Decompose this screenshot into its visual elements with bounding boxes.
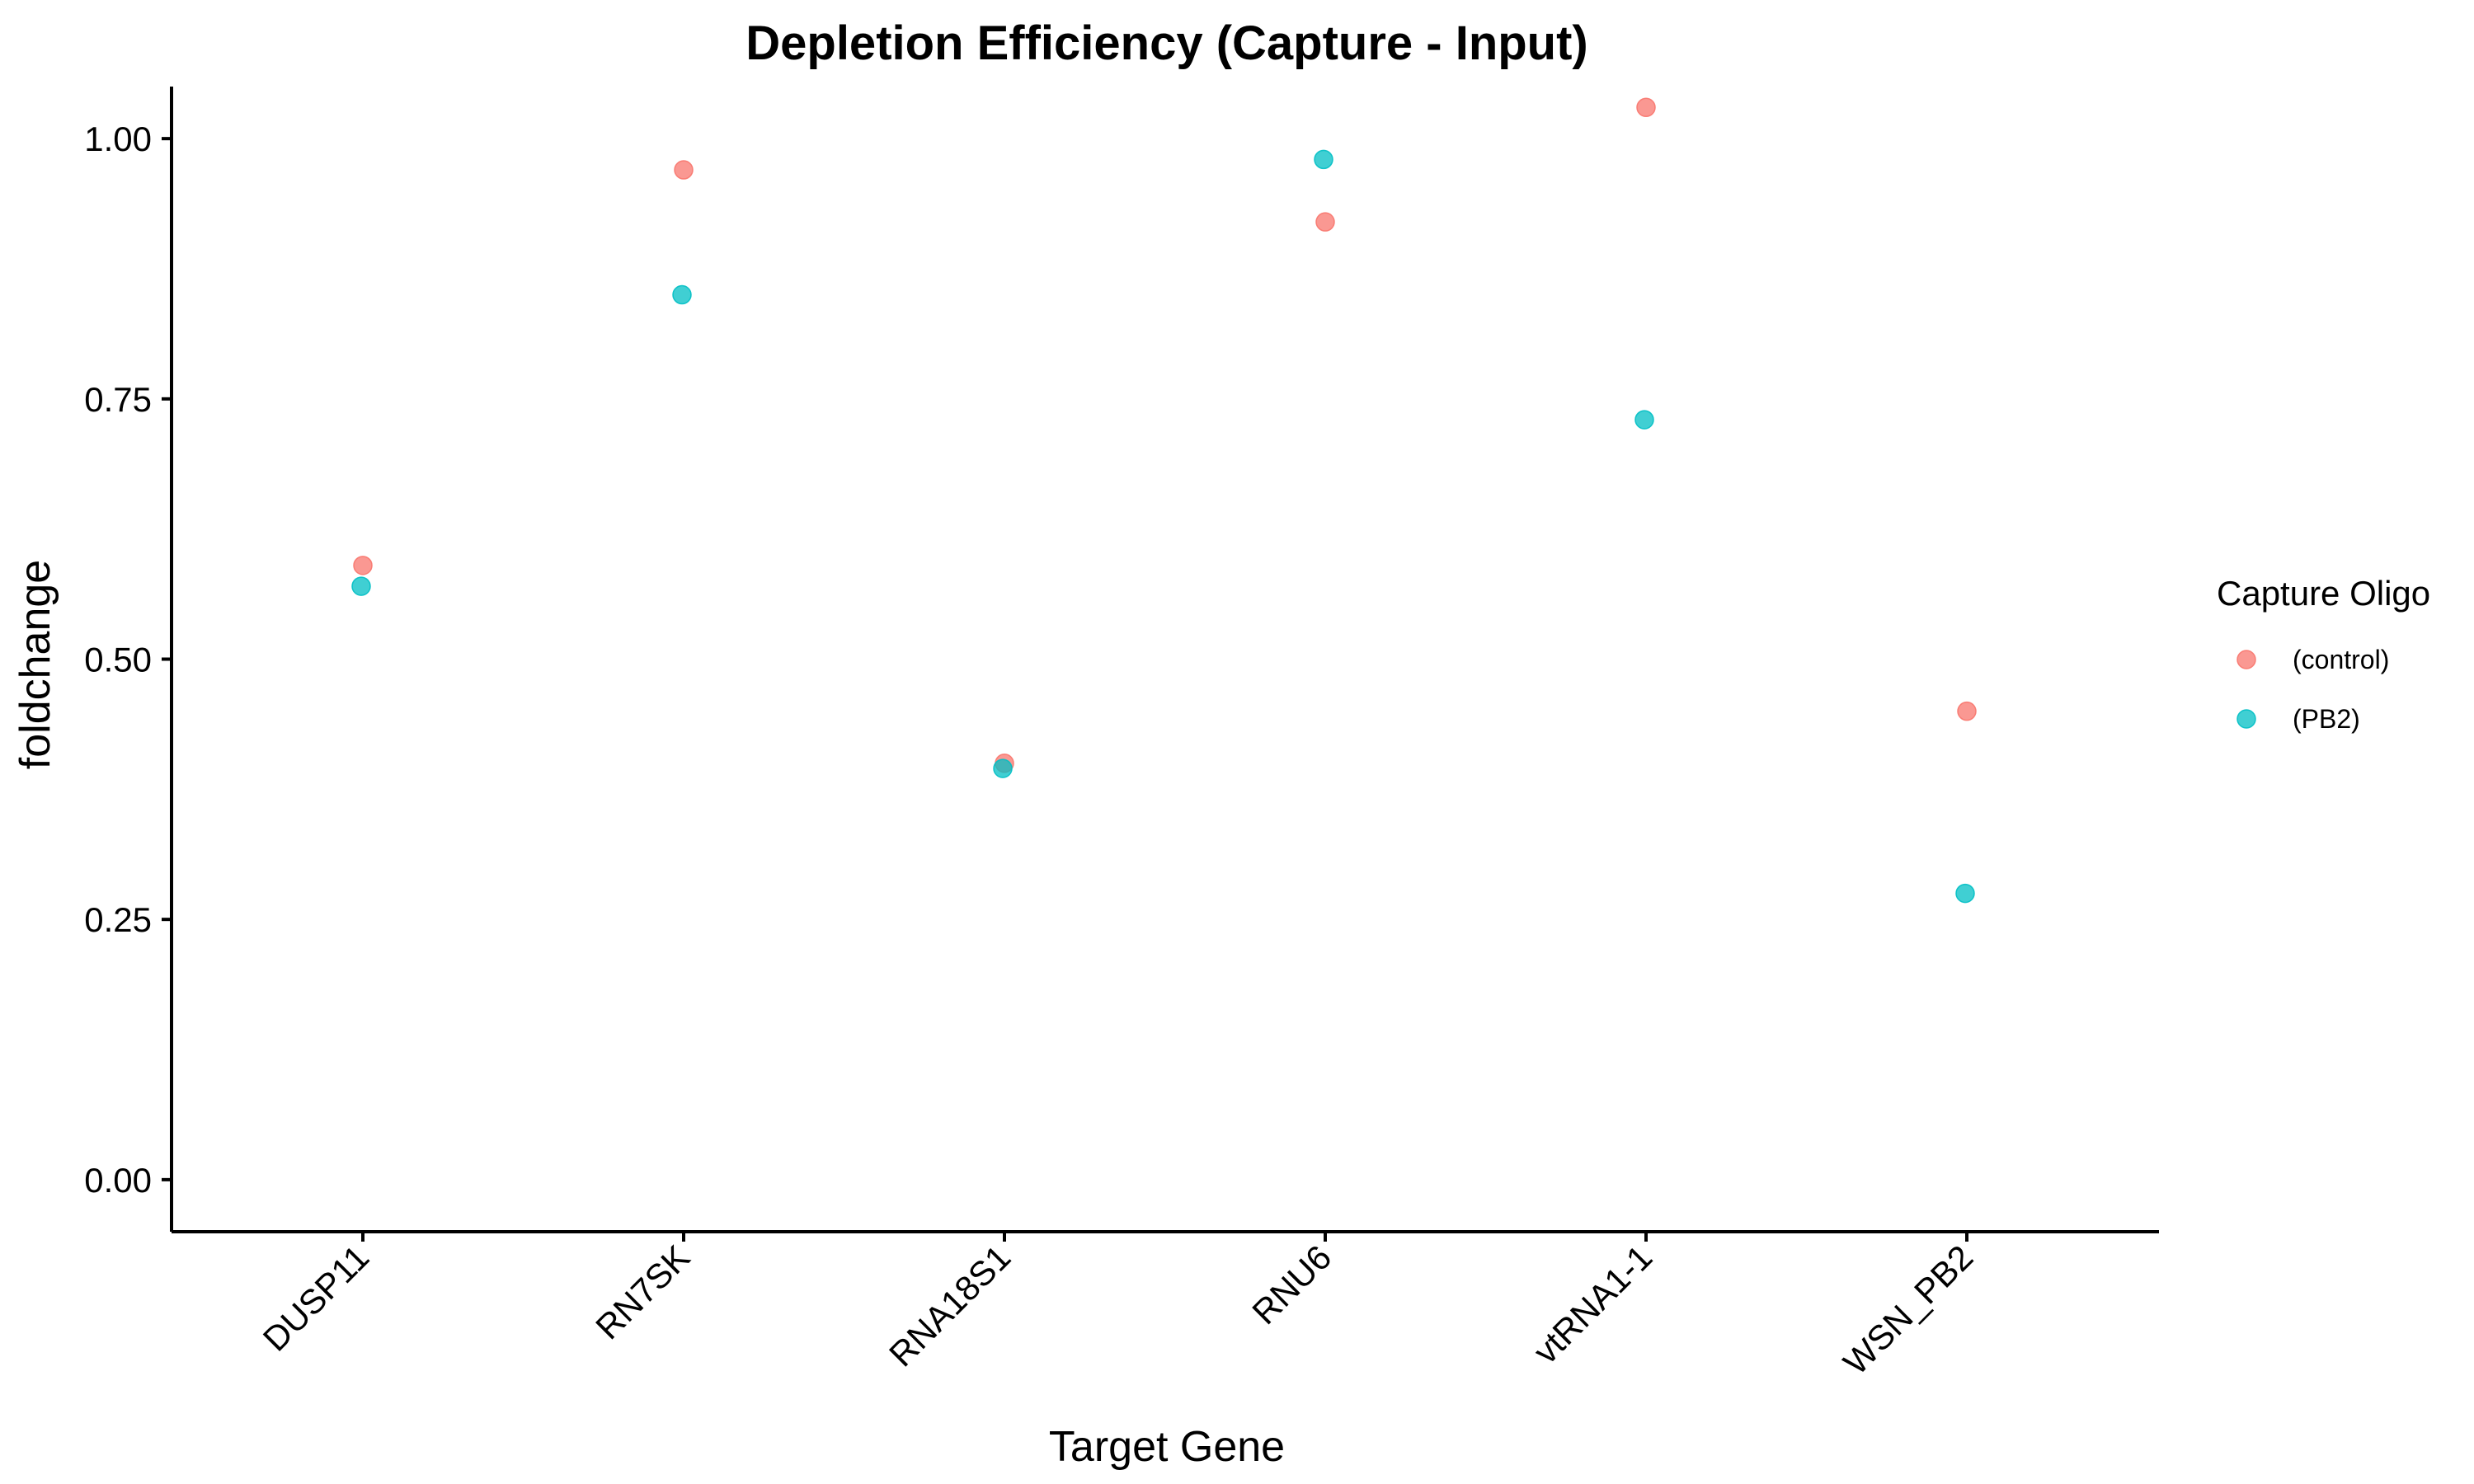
y-tick-label: 0.75 xyxy=(84,380,152,419)
x-tick-label: RN7SK xyxy=(588,1237,697,1346)
data-point xyxy=(353,556,373,575)
x-tick-label: DUSP11 xyxy=(256,1237,377,1359)
legend: Capture Oligo (control) (PB2) xyxy=(2217,574,2430,734)
data-point xyxy=(993,758,1013,778)
y-tick-label: 0.50 xyxy=(84,641,152,679)
data-point xyxy=(1636,97,1656,118)
chart-title: Depletion Efficiency (Capture - Input) xyxy=(745,16,1588,70)
legend-swatch xyxy=(2236,650,2256,669)
data-point xyxy=(672,284,692,305)
y-tick-label: 0.00 xyxy=(84,1161,152,1200)
legend-label: (PB2) xyxy=(2293,704,2360,734)
x-tick-label: RNU6 xyxy=(1244,1237,1338,1331)
x-axis-title: Target Gene xyxy=(1049,1423,1285,1471)
data-point xyxy=(351,576,371,596)
y-tick-label: 1.00 xyxy=(84,120,152,158)
legend-title: Capture Oligo xyxy=(2217,574,2430,613)
y-axis: 0.00 0.25 0.50 0.75 1.00 xyxy=(84,87,173,1232)
data-point xyxy=(1314,149,1333,170)
data-point xyxy=(1315,212,1335,232)
data-point xyxy=(1955,883,1975,904)
y-axis-title: foldchange xyxy=(12,560,59,769)
x-axis: DUSP11 RN7SK RNA18S1 RNU6 vtRNA1-1 WSN_PB2 xyxy=(172,1230,2159,1382)
x-tick-label: WSN_PB2 xyxy=(1836,1237,1980,1382)
data-point xyxy=(1957,701,1977,721)
x-tick-label: vtRNA1-1 xyxy=(1526,1237,1659,1371)
data-points xyxy=(351,97,1977,904)
legend-swatch xyxy=(2236,709,2256,729)
legend-label: (control) xyxy=(2293,645,2389,674)
data-point xyxy=(1634,410,1654,430)
data-point xyxy=(674,160,694,180)
y-tick-label: 0.25 xyxy=(84,900,152,939)
x-tick-label: RNA18S1 xyxy=(882,1237,1018,1374)
